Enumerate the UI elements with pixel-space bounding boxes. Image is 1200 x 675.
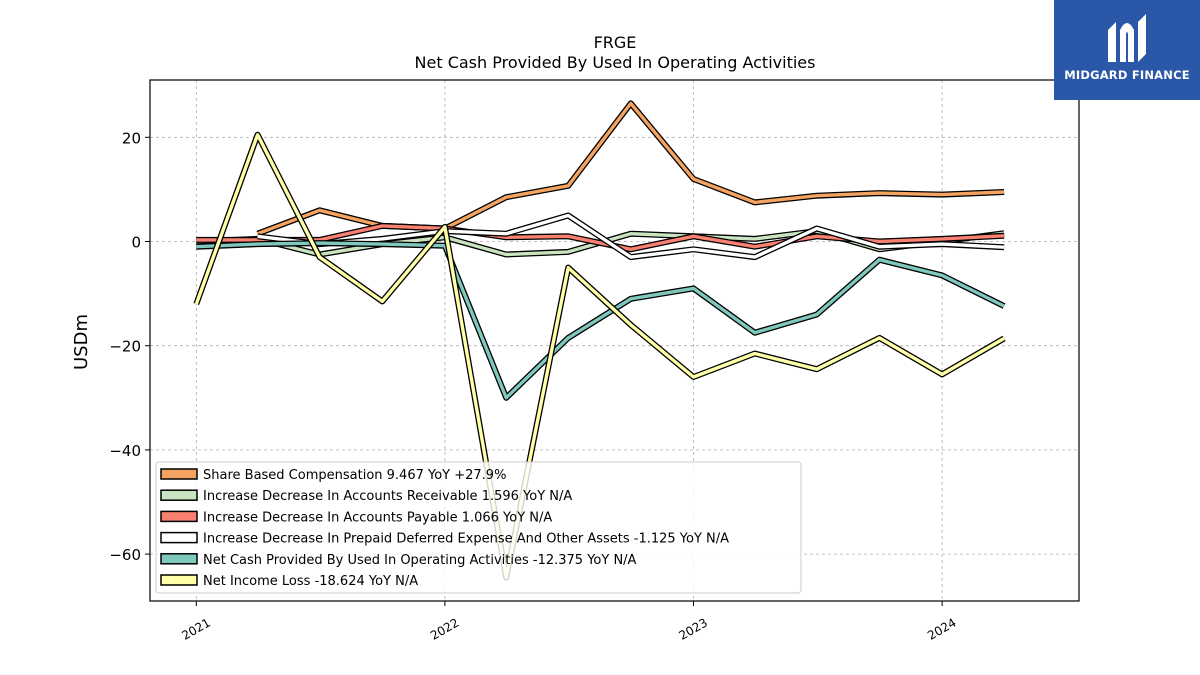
legend-swatch-2 bbox=[160, 489, 198, 501]
legend-label-4: Increase Decrease In Prepaid Deferred Ex… bbox=[203, 532, 729, 547]
legend-swatch-4 bbox=[160, 531, 198, 544]
legend-label-3: Increase Decrease In Accounts Payable 1.… bbox=[203, 510, 552, 525]
series-5-line bbox=[196, 241, 1005, 400]
logo-mark-icon bbox=[1108, 14, 1146, 62]
y-axis-label: USDm bbox=[71, 314, 92, 370]
legend-label-6: Net Income Loss -18.624 YoY N/A bbox=[203, 574, 418, 589]
series-4-line bbox=[257, 213, 1005, 259]
logo-text: MIDGARD FINANCE bbox=[1064, 68, 1190, 82]
legend-box bbox=[155, 461, 802, 594]
legend-swatch-1 bbox=[160, 468, 198, 480]
y-tick-label--40: −40 bbox=[109, 442, 141, 460]
chart-title: FRGE bbox=[594, 33, 637, 52]
y-tick-label--20: −20 bbox=[109, 338, 141, 356]
legend-label-2: Increase Decrease In Accounts Receivable… bbox=[203, 489, 572, 504]
series-5 bbox=[196, 240, 1006, 401]
y-tick-label--60: −60 bbox=[109, 546, 141, 564]
series-6-line bbox=[194, 132, 1005, 580]
legend-swatch-6 bbox=[160, 574, 198, 586]
series-1 bbox=[256, 100, 1005, 237]
x-tick-label-2023: 2023 bbox=[677, 615, 710, 642]
series-layer bbox=[193, 100, 1006, 581]
legend: Share Based Compensation 9.467 YoY +27.9… bbox=[155, 461, 802, 594]
chart-subtitle: Net Cash Provided By Used In Operating A… bbox=[415, 53, 816, 72]
y-tick-label-20: 20 bbox=[122, 129, 141, 147]
series-1-outline bbox=[256, 100, 1005, 237]
legend-swatch-5 bbox=[160, 553, 198, 565]
y-tick-label-0: 0 bbox=[131, 234, 141, 252]
x-tick-label-2021: 2021 bbox=[179, 615, 212, 642]
series-4 bbox=[257, 212, 1005, 261]
x-tick-label-2024: 2024 bbox=[925, 615, 958, 642]
series-5-outline bbox=[196, 240, 1006, 401]
brand-logo: MIDGARD FINANCE bbox=[1054, 0, 1200, 100]
x-tick-label-2022: 2022 bbox=[428, 615, 461, 642]
legend-label-5: Net Cash Provided By Used In Operating A… bbox=[203, 553, 637, 568]
legend-swatch-3 bbox=[160, 510, 198, 523]
series-1-line bbox=[256, 101, 1005, 236]
legend-label-1: Share Based Compensation 9.467 YoY +27.9… bbox=[203, 468, 506, 483]
plot-frame bbox=[149, 79, 1080, 602]
series-6 bbox=[193, 131, 1006, 581]
